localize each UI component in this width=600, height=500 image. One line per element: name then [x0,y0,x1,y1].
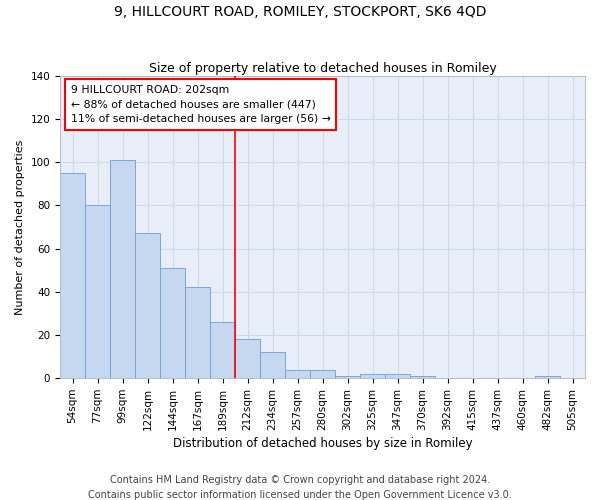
Bar [235,340,260,378]
Bar [60,173,85,378]
Text: 9 HILLCOURT ROAD: 202sqm
← 88% of detached houses are smaller (447)
11% of semi-: 9 HILLCOURT ROAD: 202sqm ← 88% of detach… [71,84,331,124]
Text: Contains HM Land Registry data © Crown copyright and database right 2024.
Contai: Contains HM Land Registry data © Crown c… [88,474,512,500]
Bar [135,234,160,378]
Bar [310,370,335,378]
X-axis label: Distribution of detached houses by size in Romiley: Distribution of detached houses by size … [173,437,472,450]
Bar [335,376,360,378]
Bar [210,322,235,378]
Bar [110,160,135,378]
Y-axis label: Number of detached properties: Number of detached properties [15,139,25,314]
Bar [185,288,210,378]
Title: Size of property relative to detached houses in Romiley: Size of property relative to detached ho… [149,62,496,74]
Bar [85,206,110,378]
Bar [385,374,410,378]
Bar [535,376,560,378]
Text: 9, HILLCOURT ROAD, ROMILEY, STOCKPORT, SK6 4QD: 9, HILLCOURT ROAD, ROMILEY, STOCKPORT, S… [114,5,486,19]
Bar [260,352,285,378]
Bar [160,268,185,378]
Bar [410,376,435,378]
Bar [285,370,310,378]
Bar [360,374,385,378]
